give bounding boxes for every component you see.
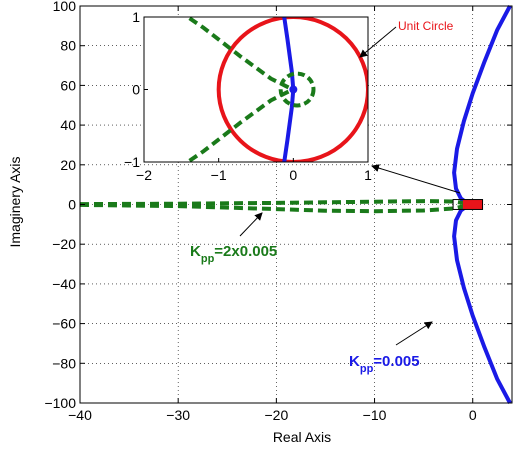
- y-tick-label: 80: [60, 38, 76, 54]
- inset-x-tick-label: 0: [289, 167, 297, 183]
- x-tick-label: −10: [363, 407, 387, 423]
- y-tick-label: 100: [53, 0, 77, 14]
- series-green-lower: [79, 202, 474, 214]
- y-tick-label: −100: [44, 395, 76, 411]
- arrow-kpp-blue: [395, 321, 433, 346]
- y-tick-label: −40: [52, 276, 76, 292]
- y-tick-label: −80: [52, 355, 76, 371]
- x-axis-title: Real Axis: [273, 429, 331, 445]
- series-unit-circle: [216, 17, 368, 162]
- x-tick-label: −30: [166, 407, 190, 423]
- inset-y-tick-label: −1: [124, 154, 140, 170]
- y-tick-label: 20: [60, 157, 76, 173]
- x-tick-label: −40: [68, 407, 92, 423]
- y-tick-label: 0: [68, 197, 76, 213]
- inset-x-tick-label: 1: [364, 167, 372, 183]
- inset-background: [144, 17, 368, 162]
- y-tick-label: 60: [60, 77, 76, 93]
- y-tick-label: −20: [52, 236, 76, 252]
- series-green-inset-upper: [184, 17, 291, 90]
- kpp-green-label: Kpp=2x0.005: [190, 243, 277, 265]
- y-axis-title: Imaginery Axis: [7, 156, 23, 247]
- inset-x-tick-label: −1: [211, 167, 227, 183]
- inset-series: [184, 17, 368, 162]
- arrow-zoom-to-inset: [371, 164, 461, 194]
- kpp-blue-label: Kpp=0.005: [349, 353, 420, 375]
- series-green-loop: [278, 71, 316, 108]
- inset-x-tick-label: −2: [136, 167, 152, 183]
- zoom-region-box: [452, 199, 484, 210]
- inset-y-tick-label: 0: [132, 82, 140, 98]
- y-tick-label: −60: [52, 316, 76, 332]
- arrow-unit-circle: [359, 26, 397, 58]
- series-green-inset-lower: [184, 89, 291, 162]
- arrow-kpp-green: [239, 212, 263, 237]
- main-ticks: −40 −30 −20 −10 0−100−80−60−40−2002040608010…: [44, 0, 512, 423]
- y-tick-label: 40: [60, 117, 76, 133]
- inset-ticks: −2 −1 0 1−101: [124, 9, 372, 183]
- series-green-upper: [79, 199, 473, 207]
- annotations: Unit Circle Kpp=2x0.005 Kpp=0.005: [190, 19, 454, 375]
- x-tick-label: −20: [264, 407, 288, 423]
- inset-y-tick-label: 1: [132, 9, 140, 25]
- main-series: [79, 5, 512, 404]
- origin-marker: [289, 85, 298, 94]
- unit-circle-label: Unit Circle: [398, 19, 454, 33]
- x-tick-label: 0: [469, 407, 477, 423]
- annotation-arrows: [239, 26, 461, 346]
